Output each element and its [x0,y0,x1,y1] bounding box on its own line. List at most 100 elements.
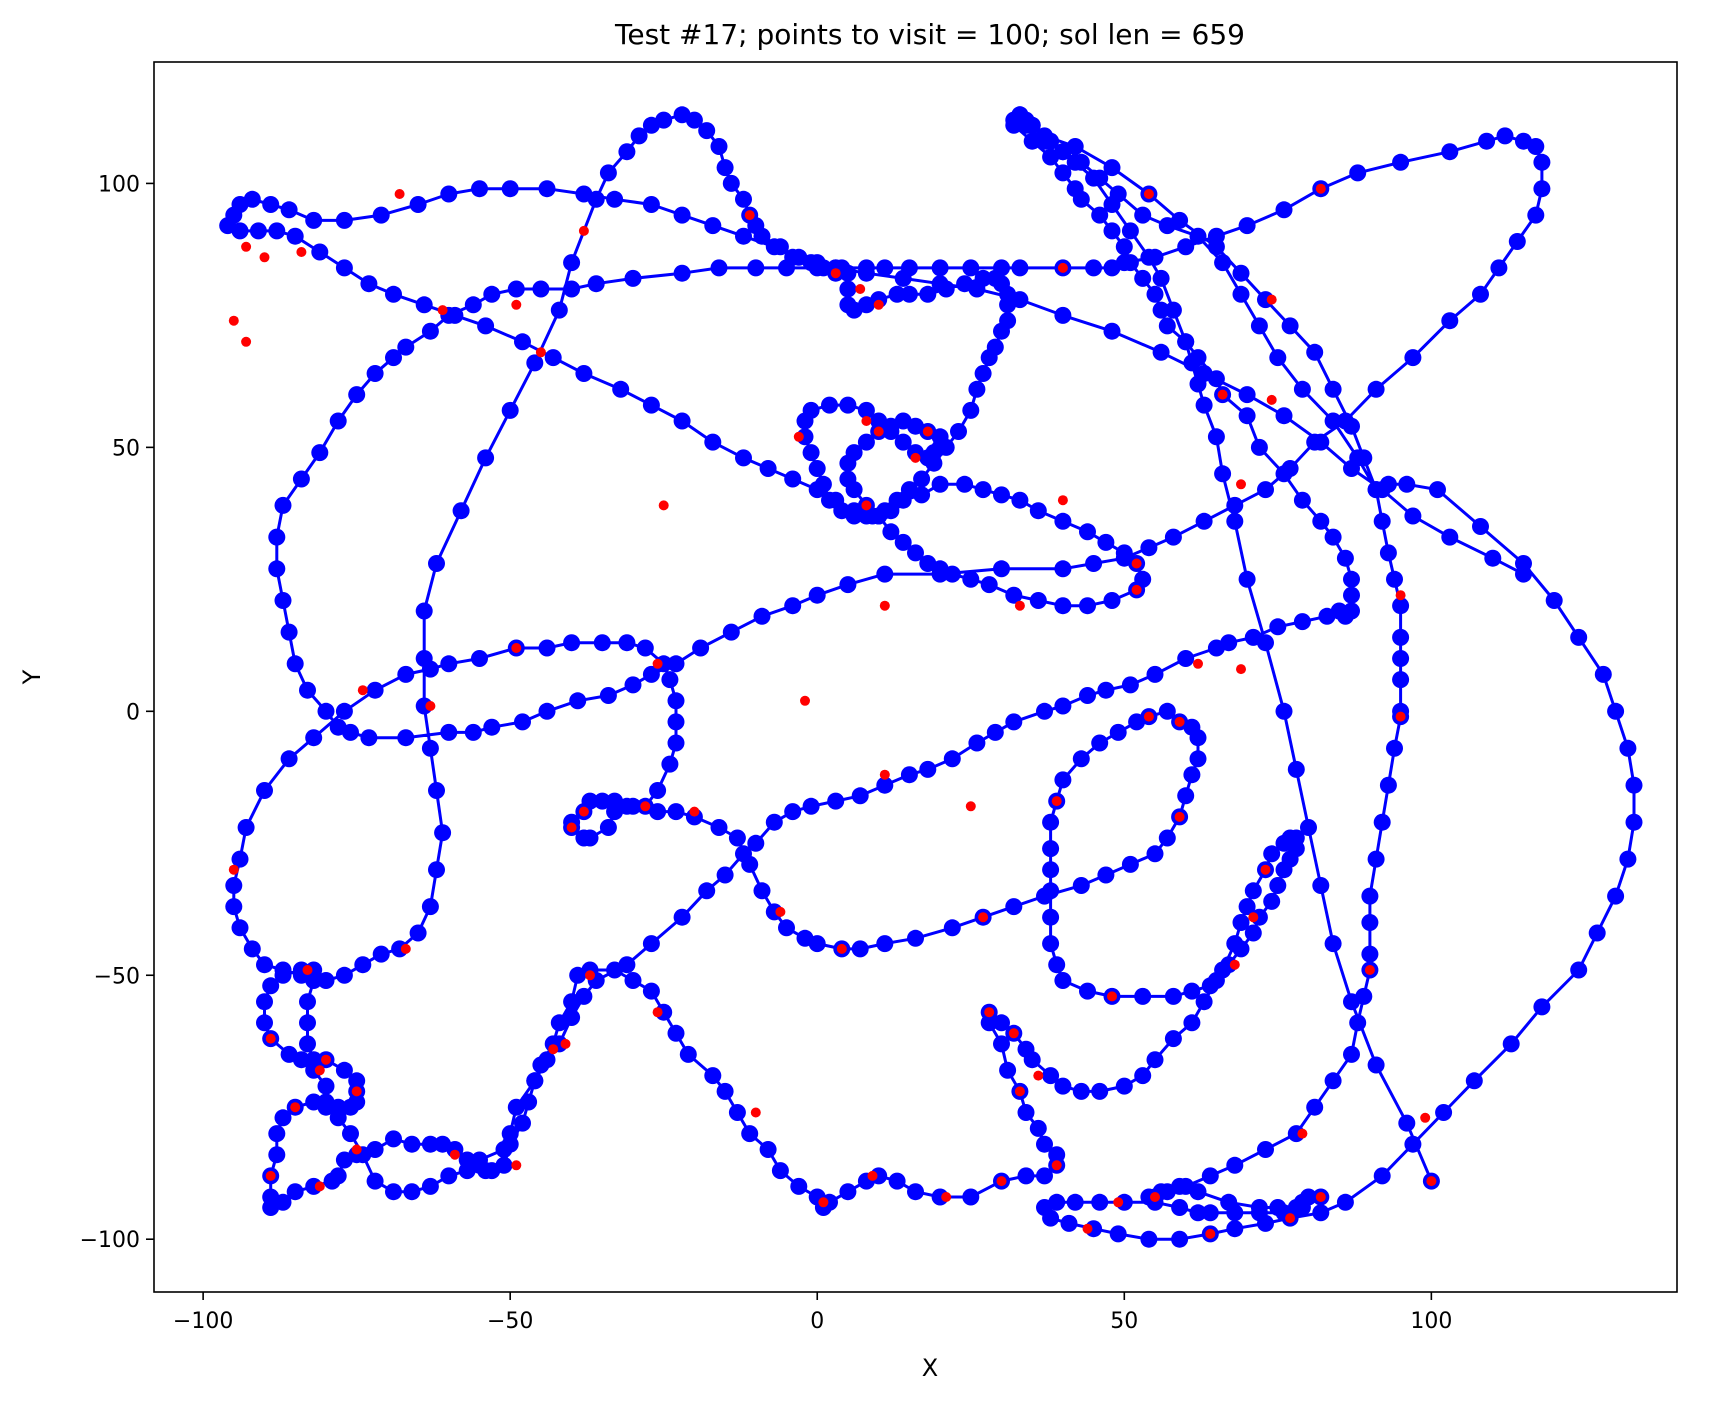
route-point [1042,1067,1060,1085]
route-point [1373,813,1391,831]
visit-point [1008,1028,1019,1039]
route-point [974,365,992,382]
route-point [440,655,458,673]
route-point [311,243,329,261]
route-point [526,1072,544,1090]
x-tick-label: 100 [1410,1309,1452,1334]
route-point [857,433,875,451]
route-point [1392,153,1410,171]
route-point [237,819,255,836]
route-point [514,713,531,731]
route-point [1091,734,1109,752]
route-point [397,665,415,683]
visit-point [449,1149,460,1160]
route-point [581,792,599,810]
route-point [428,782,445,799]
route-point [784,470,802,488]
route-point [606,961,624,979]
route-point [1435,1104,1453,1121]
route-point [1103,592,1121,609]
visit-point [1082,1223,1093,1234]
route-point [434,824,452,842]
route-point [839,396,857,414]
route-point [1588,924,1606,942]
route-point [532,1056,550,1074]
y-tick-label: −100 [80,1228,140,1253]
route-point [1183,982,1201,1000]
route-point [1527,138,1545,155]
route-point [1238,570,1256,588]
route-point [1103,322,1121,340]
visit-point [1131,558,1142,569]
route-point [1367,1056,1385,1074]
route-point [1054,306,1072,324]
route-point [299,681,316,699]
route-point [894,269,912,287]
route-point [268,560,286,578]
route-point [913,486,931,504]
visit-point [1266,294,1277,305]
visit-point [394,189,405,199]
route-point [1195,512,1213,530]
route-point [716,866,734,884]
route-point [569,692,587,710]
route-point [784,597,802,615]
route-point [993,1014,1010,1032]
visit-point [1113,1197,1124,1208]
route-point [962,1188,980,1206]
visit-point [511,299,522,310]
route-point [931,275,949,293]
route-point [808,254,826,272]
route-point [495,1141,513,1158]
route-point [1005,713,1023,731]
route-point [1625,813,1643,831]
route-point [1158,217,1176,235]
route-point [1036,702,1053,720]
route-point [1023,132,1041,150]
route-point [1079,523,1096,541]
route-point [1146,248,1164,266]
route-point [532,280,550,298]
route-point [845,481,863,499]
route-point [888,285,906,303]
route-point [268,1125,286,1143]
route-point [1048,956,1066,974]
route-point [913,470,931,488]
route-point [544,349,562,367]
route-point [1189,227,1207,245]
route-point [1164,987,1182,1005]
route-point [968,280,986,298]
visit-point [314,1065,325,1076]
route-point [1207,639,1225,657]
route-point [771,1162,789,1180]
visit-point [818,1197,829,1208]
route-point [747,834,765,852]
route-point [1152,343,1170,361]
route-point [1109,185,1127,203]
route-point [335,1061,353,1079]
route-point [710,138,728,155]
route-point [1533,180,1551,198]
route-point [1312,433,1330,451]
route-point [1091,1193,1109,1211]
route-point [268,1146,286,1164]
x-tick-label: 0 [810,1309,824,1334]
route-point [642,982,660,1000]
route-point [1361,914,1379,931]
route-point [900,285,918,303]
visit-point [1205,1228,1216,1239]
route-point [919,285,937,303]
route-point [1177,787,1195,805]
route-point [421,1177,439,1195]
route-point [1115,238,1133,256]
route-point [1275,407,1293,425]
route-point [1324,935,1342,953]
route-point [477,449,495,467]
route-point [999,1061,1017,1079]
visit-point [1051,796,1062,807]
route-point [526,354,544,372]
route-point [1392,597,1410,615]
visit-point [1395,590,1406,601]
route-point [685,111,703,129]
route-point [1060,1214,1078,1232]
